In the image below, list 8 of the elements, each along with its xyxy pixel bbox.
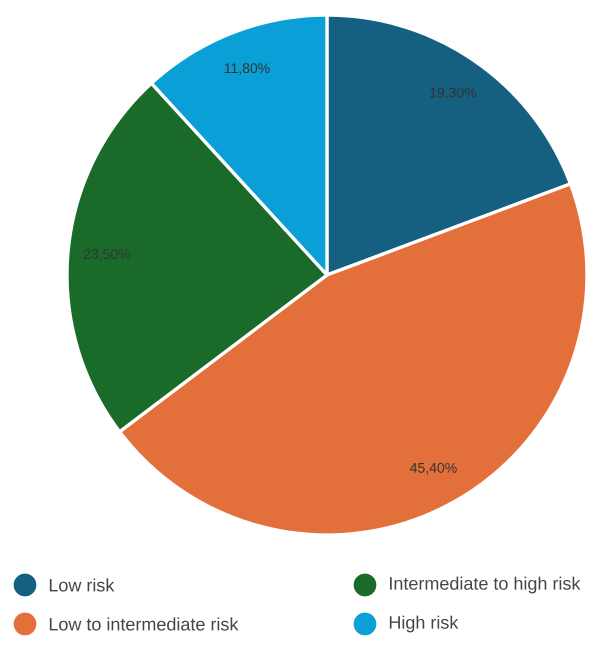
legend-label: High risk — [390, 616, 458, 632]
data-label: 19,30% — [430, 88, 476, 100]
legend-label: Low to intermediate risk — [50, 617, 238, 631]
legend-label: Intermediate to high risk — [390, 576, 580, 594]
legend-label: Low risk — [50, 578, 114, 592]
data-label: 11,80% — [224, 63, 270, 75]
data-label: 23,50% — [84, 249, 130, 261]
data-label: 45,40% — [410, 462, 457, 474]
